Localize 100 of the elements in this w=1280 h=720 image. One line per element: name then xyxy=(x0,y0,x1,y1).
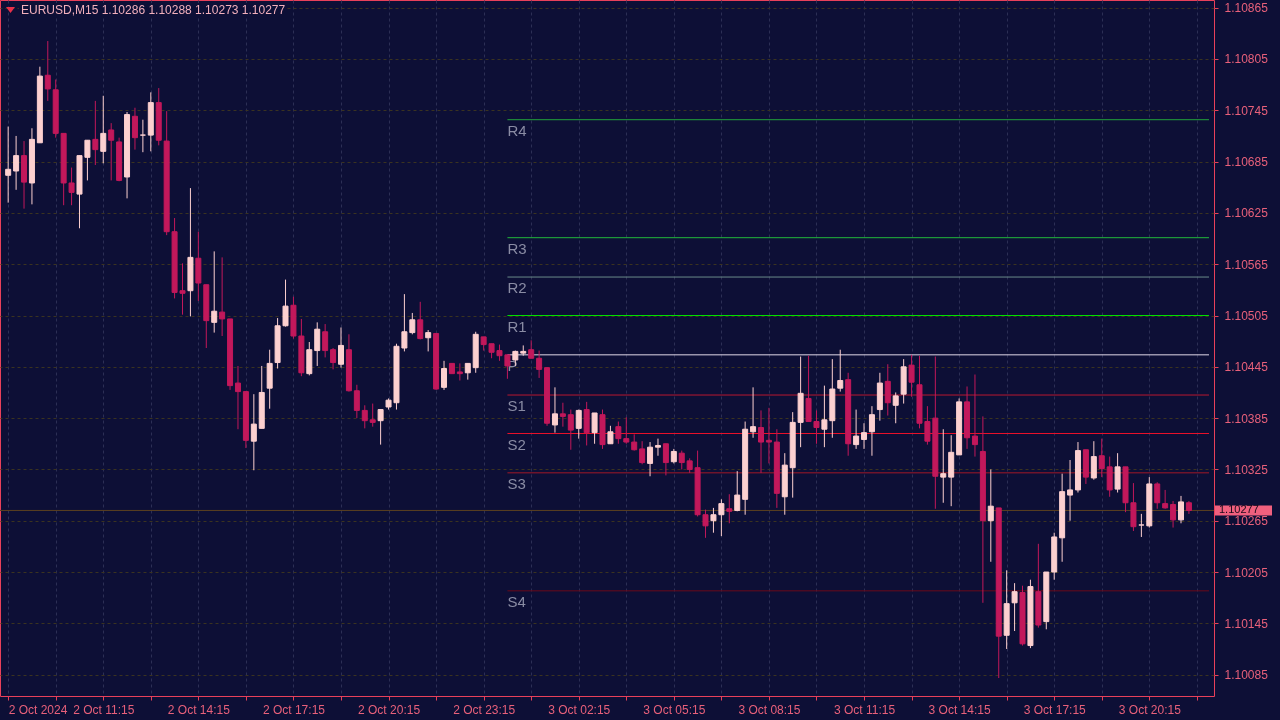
candlestick xyxy=(330,347,337,370)
series-label: S2 xyxy=(507,435,526,453)
candlestick xyxy=(361,404,368,429)
candlestick xyxy=(639,440,646,465)
series-label: S1 xyxy=(507,397,526,415)
candlestick xyxy=(551,386,558,434)
candlestick xyxy=(5,126,12,204)
candlestick xyxy=(575,409,582,440)
y-tick-label: 1.10505 xyxy=(1224,309,1269,324)
candlestick xyxy=(219,256,226,337)
x-tick-label: 2 Oct 11:15 xyxy=(73,702,135,717)
y-tick-label: 1.10865 xyxy=(1224,1,1269,16)
candlestick xyxy=(861,422,868,450)
y-tick-label: 1.10265 xyxy=(1224,514,1269,529)
x-tick-label: 2 Oct 20:15 xyxy=(358,702,421,717)
series-label: S3 xyxy=(507,474,526,492)
candlestick xyxy=(100,95,107,164)
y-tick-label: 1.10085 xyxy=(1224,668,1269,683)
candlestick xyxy=(678,450,685,470)
y-tick-label: 1.10145 xyxy=(1224,616,1269,631)
x-tick-label: 2 Oct 17:15 xyxy=(262,702,326,717)
y-tick-label: 1.10385 xyxy=(1224,411,1269,426)
candlestick xyxy=(250,393,257,471)
candlestick xyxy=(338,326,344,369)
candlestick xyxy=(369,403,376,428)
candlestick xyxy=(314,321,321,367)
candlestick xyxy=(559,402,566,428)
series-label: R4 xyxy=(507,121,527,139)
candlestick xyxy=(322,323,329,358)
candlestick xyxy=(1162,489,1169,510)
candlestick xyxy=(1178,495,1184,524)
candlestick xyxy=(726,493,733,524)
candlestick xyxy=(131,107,138,151)
candlestick xyxy=(567,409,574,451)
candlestick xyxy=(583,401,590,446)
candlestick xyxy=(456,362,463,381)
x-tick-label: 3 Oct 20:15 xyxy=(1118,702,1182,717)
candlestick xyxy=(377,409,384,446)
candlestick xyxy=(92,100,99,166)
candlestick xyxy=(654,438,661,457)
candlestick xyxy=(1106,456,1113,498)
candlestick xyxy=(139,119,146,153)
candlestick xyxy=(1114,452,1121,493)
candlestick xyxy=(591,412,598,445)
candlestick xyxy=(758,409,764,474)
candlestick xyxy=(837,349,844,393)
y-tick-label: 1.10565 xyxy=(1224,257,1269,272)
candlestick xyxy=(108,122,115,181)
candlestick xyxy=(417,301,424,340)
candlestick xyxy=(353,384,360,419)
candlestick xyxy=(425,329,432,352)
candlestick xyxy=(536,350,543,379)
candlestick xyxy=(211,250,218,334)
candlestick xyxy=(44,40,51,102)
x-tick-label: 2 Oct 2024 xyxy=(8,702,68,717)
candlestick xyxy=(987,468,994,563)
candlestick xyxy=(1098,438,1105,478)
y-tick-label: 1.10805 xyxy=(1224,52,1269,67)
candlestick xyxy=(940,428,947,504)
x-tick-label: 3 Oct 02:15 xyxy=(548,702,611,717)
candlestick xyxy=(971,374,978,458)
y-tick-label: 1.10205 xyxy=(1224,565,1269,580)
x-tick-label: 3 Oct 05:15 xyxy=(643,702,706,717)
x-tick-label: 3 Oct 08:15 xyxy=(738,702,801,717)
candlestick xyxy=(765,407,772,464)
candlestick xyxy=(306,341,313,376)
x-tick-label: 2 Oct 14:15 xyxy=(167,702,231,717)
candlestick xyxy=(908,354,915,398)
x-tick-label: 2 Oct 23:15 xyxy=(453,702,516,717)
y-tick-label: 1.10625 xyxy=(1224,206,1269,221)
candlestick xyxy=(884,363,891,417)
candlestick xyxy=(750,386,757,439)
y-tick-label: 1.10745 xyxy=(1224,103,1269,118)
x-tick-label: 3 Oct 17:15 xyxy=(1023,702,1087,717)
candlestick xyxy=(13,135,20,191)
x-tick-label: 3 Oct 11:15 xyxy=(833,702,896,717)
candlestick xyxy=(441,360,448,391)
x-tick-label: 3 Oct 14:15 xyxy=(928,702,991,717)
y-tick-label: 1.10445 xyxy=(1224,360,1269,375)
candlestick xyxy=(734,470,741,512)
candlestick xyxy=(868,405,875,457)
series-label: R3 xyxy=(507,239,527,257)
candlestick xyxy=(662,443,669,476)
candlestick xyxy=(234,365,241,430)
candlestick xyxy=(1138,513,1145,538)
chart-title: EURUSD,M15 1.10286 1.10288 1.10273 1.10277 xyxy=(19,3,288,17)
y-tick-label: 1.10325 xyxy=(1224,462,1269,477)
candlestick xyxy=(892,391,899,424)
series-label: R2 xyxy=(507,279,527,297)
candlestick xyxy=(1011,582,1018,632)
y-tick-label: 1.10685 xyxy=(1224,155,1269,170)
candlestick xyxy=(1067,459,1074,522)
candlestick xyxy=(1154,481,1161,510)
candlestick xyxy=(1090,440,1097,481)
series-label: S4 xyxy=(507,592,526,610)
candlestick xyxy=(1170,500,1177,529)
ref-line-label: 1.10277 xyxy=(1219,503,1259,516)
series-label: R1 xyxy=(507,317,527,335)
candlestick xyxy=(853,409,860,450)
candlestick xyxy=(647,441,654,477)
